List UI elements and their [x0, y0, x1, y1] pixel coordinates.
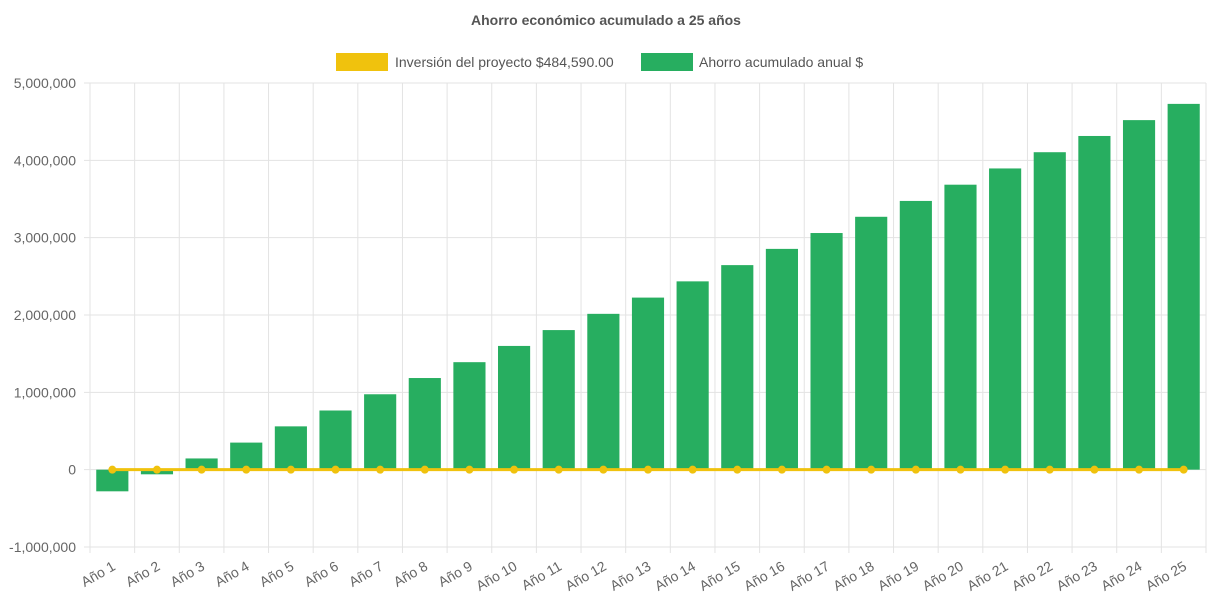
bar-ahorro[interactable] [631, 297, 665, 470]
point-inversion[interactable] [599, 465, 608, 474]
legend-swatch-ahorro [641, 53, 693, 71]
legend-item-inversion[interactable]: Inversión del proyecto $484,590.00 [336, 53, 614, 71]
x-tick-label: Año 24 [1098, 558, 1145, 594]
x-tick-label: Año 6 [301, 558, 341, 590]
y-tick-label: 2,000,000 [14, 307, 76, 323]
y-tick-label: 3,000,000 [14, 230, 76, 246]
point-inversion[interactable] [1045, 465, 1054, 474]
bar-ahorro[interactable] [185, 458, 218, 470]
point-inversion[interactable] [733, 465, 742, 474]
point-inversion[interactable] [286, 465, 295, 474]
bar-ahorro[interactable] [1122, 120, 1156, 470]
point-inversion[interactable] [822, 465, 831, 474]
legend-label-ahorro: Ahorro acumulado anual $ [699, 54, 863, 70]
point-inversion[interactable] [465, 465, 474, 474]
x-axis: Año 1 Año 2 Año 3 Año 4 Año 5 Año 6 Año 7 Año 8… [78, 558, 1189, 594]
bar-ahorro[interactable] [1078, 135, 1111, 470]
x-tick-label: Año 9 [435, 558, 475, 590]
chart-title: Ahorro económico acumulado a 25 años [471, 12, 741, 28]
bar-ahorro[interactable] [542, 330, 575, 470]
bar-ahorro[interactable] [765, 248, 798, 470]
legend: Inversión del proyecto $484,590.00 Ahorr… [336, 53, 863, 71]
bar-ahorro[interactable] [587, 313, 620, 470]
x-tick-label: Año 5 [257, 558, 297, 590]
bar-ahorro[interactable] [676, 281, 709, 470]
bar-ahorro[interactable] [96, 469, 129, 492]
point-inversion[interactable] [420, 465, 429, 474]
point-inversion[interactable] [1179, 465, 1188, 474]
x-tick-label: Año 23 [1053, 558, 1100, 594]
x-tick-label: Año 12 [562, 558, 609, 594]
bar-ahorro[interactable] [1033, 152, 1066, 470]
point-inversion[interactable] [554, 465, 563, 474]
x-tick-label: Año 2 [123, 558, 163, 590]
bar-ahorro[interactable] [721, 265, 754, 470]
y-tick-label: -1,000,000 [9, 539, 76, 555]
point-inversion[interactable] [376, 465, 385, 474]
y-tick-label: 4,000,000 [14, 152, 76, 168]
point-inversion[interactable] [867, 465, 876, 474]
bar-ahorro[interactable] [408, 378, 441, 470]
bar-ahorro[interactable] [989, 168, 1022, 470]
point-inversion[interactable] [911, 465, 920, 474]
y-tick-label: 1,000,000 [14, 384, 76, 400]
bars-layer [96, 103, 1200, 492]
bar-ahorro[interactable] [364, 394, 397, 470]
x-tick-label: Año 16 [741, 558, 788, 594]
point-inversion[interactable] [242, 465, 251, 474]
x-tick-label: Año 21 [964, 558, 1011, 594]
point-inversion[interactable] [108, 465, 117, 474]
legend-swatch-inversion [336, 53, 388, 71]
bar-ahorro[interactable] [453, 362, 486, 470]
x-tick-label: Año 11 [519, 558, 565, 594]
bar-ahorro[interactable] [498, 345, 531, 470]
point-inversion[interactable] [688, 465, 697, 474]
x-tick-label: Año 1 [78, 558, 118, 590]
x-tick-label: Año 10 [473, 558, 520, 594]
legend-item-ahorro[interactable]: Ahorro acumulado anual $ [641, 53, 863, 71]
point-inversion[interactable] [777, 465, 786, 474]
bar-ahorro[interactable] [944, 184, 977, 470]
y-axis: 5,000,000 4,000,000 3,000,000 2,000,000 1,00… [9, 75, 76, 555]
point-inversion[interactable] [331, 465, 340, 474]
point-inversion[interactable] [1001, 465, 1010, 474]
x-tick-label: Año 17 [786, 558, 833, 594]
x-tick-label: Año 7 [346, 558, 386, 590]
point-inversion[interactable] [197, 465, 206, 474]
point-inversion[interactable] [1090, 465, 1099, 474]
point-inversion[interactable] [510, 465, 519, 474]
y-tick-label: 5,000,000 [14, 75, 76, 91]
x-tick-label: Año 18 [830, 558, 877, 594]
bar-ahorro[interactable] [319, 410, 352, 470]
bar-ahorro[interactable] [899, 200, 932, 470]
bar-ahorro[interactable] [230, 442, 263, 470]
x-tick-label: Año 20 [920, 558, 967, 594]
x-tick-label: Año 14 [652, 558, 699, 594]
line-layer [108, 465, 1188, 474]
x-tick-label: Año 13 [607, 558, 654, 594]
y-tick-label: 0 [68, 462, 76, 478]
x-tick-label: Año 22 [1009, 558, 1056, 594]
x-tick-label: Año 25 [1143, 558, 1190, 594]
bar-ahorro[interactable] [1167, 103, 1200, 470]
bar-ahorro[interactable] [855, 216, 888, 470]
x-tick-label: Año 3 [167, 558, 207, 590]
x-tick-label: Año 15 [696, 558, 743, 594]
x-tick-label: Año 8 [391, 558, 431, 590]
x-tick-label: Año 19 [875, 558, 922, 594]
x-tick-label: Año 4 [212, 558, 252, 590]
bar-ahorro[interactable] [274, 426, 307, 470]
bar-ahorro[interactable] [810, 233, 843, 470]
point-inversion[interactable] [956, 465, 965, 474]
point-inversion[interactable] [152, 465, 161, 474]
legend-label-inversion: Inversión del proyecto $484,590.00 [395, 54, 614, 70]
point-inversion[interactable] [1135, 465, 1144, 474]
point-inversion[interactable] [644, 465, 652, 474]
